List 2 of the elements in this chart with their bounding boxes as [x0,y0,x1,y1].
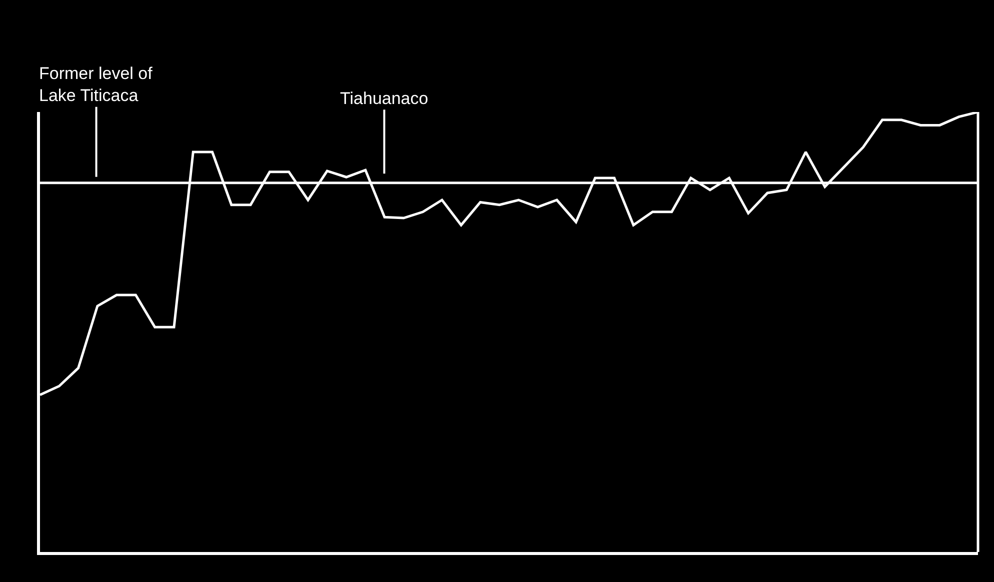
ref-line-label: Former level of Lake Titicaca [39,64,153,106]
text: Tiahuanaco [340,89,428,108]
